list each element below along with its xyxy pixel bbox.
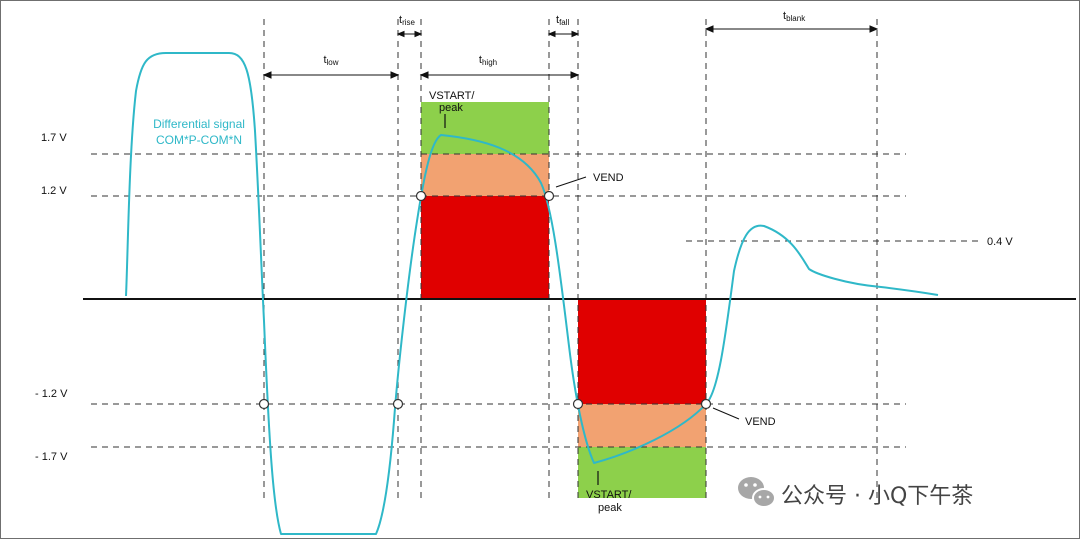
- crossing-marker-rise-1-2v: [415, 190, 427, 202]
- zone-orange-positive: [421, 154, 549, 196]
- vend-bottom-pointer: [712, 407, 740, 420]
- level-label-0-4v: 0.4 V: [987, 236, 1013, 248]
- watermark-text: 公众号 · 小Q下午茶: [781, 484, 973, 509]
- level-label-1-7v: 1.7 V: [41, 132, 67, 144]
- vstart-top-label-line1: VSTART/: [429, 90, 475, 102]
- vend-bottom-label: VEND: [745, 416, 776, 428]
- zone-red-negative: [578, 299, 706, 404]
- crossing-marker-rise-neg-1-2v: [700, 398, 712, 410]
- differential-signal-waveform: [125, 52, 939, 535]
- crossing-marker-fall-1-2v: [543, 190, 555, 202]
- vstart-bottom-label-line1: VSTART/: [586, 489, 632, 501]
- vend-top-label: VEND: [593, 172, 624, 184]
- level-label-1-2v: 1.2 V: [41, 185, 67, 197]
- t-rise-label: trise: [399, 14, 416, 27]
- vstart-bottom-label-line2: peak: [598, 502, 622, 514]
- zone-green-negative: [578, 447, 706, 498]
- vstart-top-label-line2: peak: [439, 102, 463, 114]
- zone-orange-negative: [578, 404, 706, 447]
- signal-label-line2: COM*P-COM*N: [156, 133, 242, 147]
- vend-top-pointer: [555, 176, 587, 188]
- crossing-marker-low-start: [258, 398, 270, 410]
- crossing-marker-fall-neg-1-2v: [572, 398, 584, 410]
- t-high-label: thigh: [479, 54, 497, 67]
- level-label-neg-1-2v: - 1.2 V: [35, 388, 68, 400]
- t-fall-arrow: [547, 30, 580, 38]
- wechat-icon: [738, 477, 776, 508]
- t-high-arrow: [419, 71, 580, 79]
- crossing-marker-low-end: [392, 398, 404, 410]
- t-rise-arrow: [396, 30, 423, 38]
- signal-label-line1: Differential signal: [153, 117, 245, 131]
- t-low-label: tlow: [323, 54, 338, 67]
- level-label-neg-1-7v: - 1.7 V: [35, 451, 68, 463]
- t-blank-arrow: [704, 25, 879, 33]
- zone-red-positive: [421, 196, 549, 299]
- t-blank-label: tblank: [783, 10, 806, 23]
- zone-green-positive: [421, 102, 549, 154]
- t-low-arrow: [262, 71, 400, 79]
- t-fall-label: tfall: [556, 14, 570, 27]
